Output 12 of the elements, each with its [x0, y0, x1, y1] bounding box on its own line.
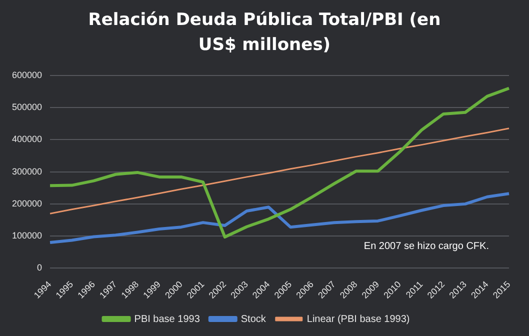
legend-label: PBI base 1993	[134, 314, 200, 325]
legend-label: Stock	[240, 314, 267, 325]
y-tick-label: 100000	[12, 230, 42, 241]
y-tick-label: 0	[37, 262, 42, 273]
y-tick-label: 600000	[12, 70, 42, 80]
legend-label: Linear (PBI base 1993)	[306, 314, 410, 325]
y-tick-label: 200000	[12, 198, 42, 208]
annotation: En 2007 se hizo cargo CFK.	[364, 240, 489, 252]
y-tick-label: 500000	[12, 102, 42, 112]
y-tick-label: 300000	[12, 166, 42, 176]
chart-title: Relación Deuda Pública Total/PBI (en US$ millones)	[87, 9, 442, 57]
y-tick-label: 400000	[12, 134, 42, 144]
